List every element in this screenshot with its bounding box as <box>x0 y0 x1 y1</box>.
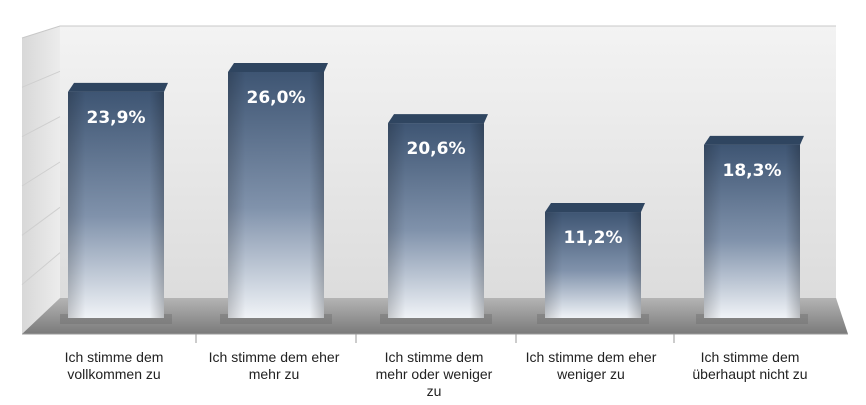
bar-group: 11,2% <box>537 203 649 324</box>
bar-shadow <box>537 314 649 324</box>
bar-value-label: 20,6% <box>407 139 466 159</box>
chart-side-wall <box>22 26 60 334</box>
bar-group: 23,9% <box>60 82 172 324</box>
bar-value-label: 23,9% <box>87 108 146 128</box>
gridline <box>21 116 61 138</box>
bar-value-label: 26,0% <box>247 88 306 108</box>
bar-group: 20,6% <box>380 114 492 324</box>
bar-shadow <box>696 314 808 324</box>
bar-cap <box>545 203 645 213</box>
bars: 23,9% 26,0% 20,6% 11,2% 18,3% <box>60 63 808 324</box>
bar-group: 26,0% <box>220 63 332 324</box>
bar-cap <box>68 82 168 92</box>
gridline <box>21 70 61 88</box>
bar-value-label: 18,3% <box>723 161 782 181</box>
category-label: Ich stimme dem überhaupt nicht zu <box>692 349 808 382</box>
bar-shadow <box>60 314 172 324</box>
category-label: Ich stimme dem mehr oder weniger zu <box>375 349 493 399</box>
bar-group: 18,3% <box>696 135 808 324</box>
bar-shading <box>68 91 164 318</box>
gridline <box>21 206 61 236</box>
bar-shading <box>228 72 324 318</box>
bar-cap <box>704 135 804 145</box>
bar-shading <box>704 144 800 318</box>
category-label: Ich stimme dem eher weniger zu <box>525 349 657 382</box>
chart-wall-edge <box>21 25 836 39</box>
gridline <box>21 161 61 187</box>
bar-cap <box>228 63 328 72</box>
bar-value-label: 11,2% <box>564 228 623 248</box>
bar-shading <box>545 212 641 318</box>
gridlines <box>21 70 61 286</box>
bar-shadow <box>380 314 492 324</box>
bar-shading <box>388 123 484 318</box>
bar-shadow <box>220 314 332 324</box>
bar-cap <box>388 114 488 124</box>
category-label: Ich stimme dem eher mehr zu <box>208 349 340 382</box>
category-label: Ich stimme dem vollkommen zu <box>64 349 164 382</box>
gridline <box>21 252 61 286</box>
